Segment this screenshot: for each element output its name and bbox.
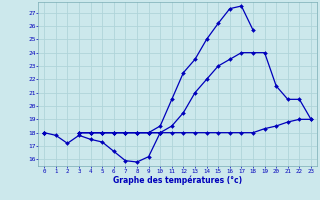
X-axis label: Graphe des températures (°c): Graphe des températures (°c) xyxy=(113,175,242,185)
